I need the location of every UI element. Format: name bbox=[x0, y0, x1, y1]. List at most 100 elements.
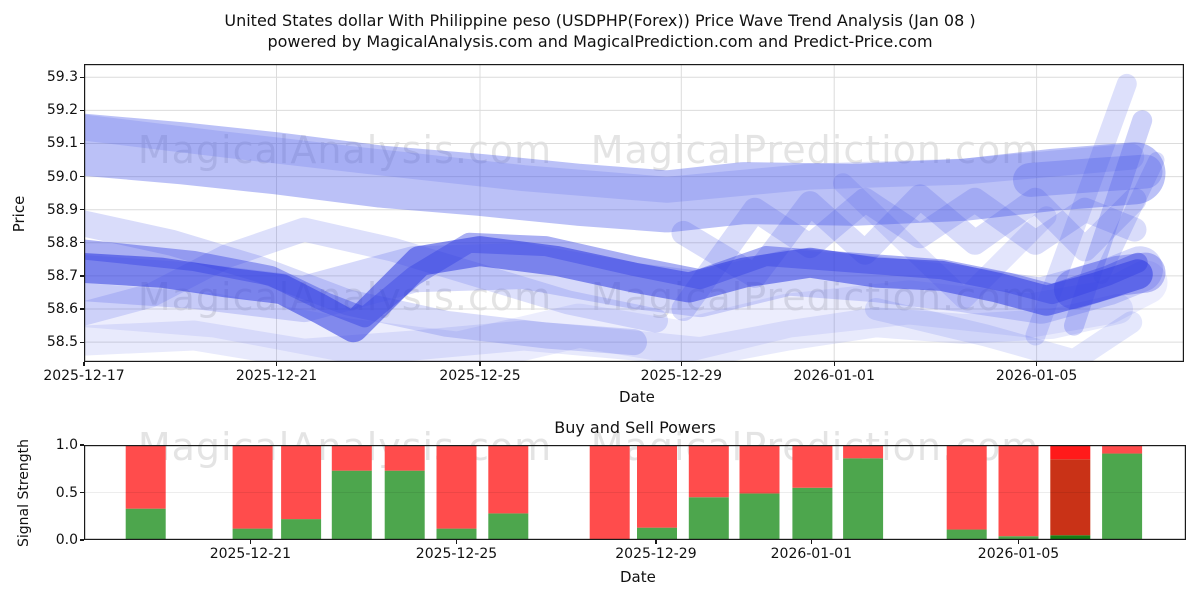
sell-power-bar-segment bbox=[331, 445, 372, 471]
power-x-tick-label: 2025-12-25 bbox=[415, 546, 498, 562]
price-x-tick-label: 2025-12-25 bbox=[439, 368, 521, 384]
power-x-tick-label: 2025-12-21 bbox=[209, 546, 292, 562]
power-y-tick bbox=[80, 444, 84, 446]
sell-power-bar-segment bbox=[739, 445, 780, 494]
sell-power-bar-segment bbox=[843, 445, 884, 459]
sell-power-bar-segment bbox=[1050, 445, 1091, 460]
price-x-tick-label: 2026-01-05 bbox=[995, 368, 1078, 384]
chart-title: United States dollar With Philippine pes… bbox=[0, 10, 1200, 52]
price-y-tick-label: 59.1 bbox=[46, 135, 78, 152]
sell-power-bar-segment bbox=[384, 445, 425, 471]
buy-power-bar-segment bbox=[1050, 535, 1091, 540]
price-y-tick-label: 58.9 bbox=[46, 201, 78, 218]
chart-title-line1: United States dollar With Philippine pes… bbox=[224, 11, 976, 30]
buy-power-bar-segment bbox=[843, 458, 884, 540]
power-chart-title: Buy and Sell Powers bbox=[554, 418, 716, 437]
buy-power-bar-segment bbox=[125, 508, 166, 540]
price-x-tick bbox=[275, 362, 278, 366]
price-wave-band bbox=[833, 173, 1057, 310]
power-y-tick bbox=[80, 491, 84, 494]
sell-power-bar-segment bbox=[1050, 459, 1091, 536]
buy-power-bar-segment bbox=[739, 493, 780, 540]
power-x-tick-label: 2025-12-29 bbox=[615, 546, 697, 562]
sell-power-bar-segment bbox=[998, 445, 1039, 537]
sell-power-bar-segment bbox=[1102, 445, 1143, 454]
price-wave-band bbox=[84, 236, 1153, 343]
power-x-tick bbox=[810, 540, 813, 544]
sell-power-bar-segment bbox=[436, 445, 477, 529]
buy-power-bar-segment bbox=[637, 527, 677, 540]
buy-power-bar-segment bbox=[331, 470, 372, 540]
price-wave-band bbox=[671, 184, 1147, 288]
sell-power-bar-segment bbox=[946, 445, 987, 530]
power-y-tick bbox=[80, 539, 84, 541]
price-wave-band bbox=[84, 217, 668, 333]
price-x-tick-label: 2026-01-01 bbox=[793, 368, 875, 384]
buy-power-bar-segment bbox=[998, 536, 1039, 540]
buy-sell-powers-chart bbox=[84, 445, 1186, 540]
price-y-tick bbox=[80, 76, 84, 78]
price-wave-chart bbox=[84, 64, 1184, 362]
power-y-tick-label: 0.5 bbox=[55, 484, 78, 501]
price-x-axis-label: Date bbox=[619, 388, 655, 406]
price-wave-band bbox=[671, 187, 1147, 321]
price-y-tick-label: 59.0 bbox=[46, 168, 78, 185]
watermark-text: MagicalPrediction.com bbox=[590, 128, 1040, 172]
price-y-tick bbox=[80, 341, 84, 343]
price-y-tick-label: 58.6 bbox=[46, 301, 78, 318]
price-wave-band bbox=[1054, 252, 1166, 310]
price-y-tick bbox=[80, 209, 84, 211]
price-wave-band bbox=[865, 298, 1143, 362]
power-x-tick-label: 2026-01-01 bbox=[770, 546, 852, 562]
price-wave-band bbox=[84, 210, 647, 356]
price-x-tick bbox=[83, 362, 85, 366]
price-y-tick bbox=[80, 275, 84, 277]
price-y-tick-label: 58.5 bbox=[46, 334, 78, 351]
watermark-text: MagicalAnalysis.com bbox=[137, 128, 553, 172]
price-wave-band bbox=[1064, 110, 1153, 336]
sell-power-bar-segment bbox=[792, 445, 833, 488]
price-x-tick bbox=[1036, 362, 1038, 366]
price-wave-band bbox=[1025, 73, 1137, 346]
buy-power-bar-segment bbox=[232, 528, 273, 540]
power-x-tick bbox=[455, 540, 458, 544]
buy-power-bar-segment bbox=[1102, 453, 1143, 540]
buy-power-bar-segment bbox=[792, 487, 833, 540]
price-wave-band bbox=[1013, 154, 1163, 197]
price-x-tick bbox=[479, 362, 481, 366]
sell-power-bar-segment bbox=[232, 445, 273, 529]
price-x-tick-label: 2025-12-21 bbox=[235, 368, 318, 384]
price-wave-band bbox=[84, 294, 1133, 362]
chart-title-line2: powered by MagicalAnalysis.com and Magic… bbox=[267, 32, 933, 51]
price-x-tick bbox=[680, 362, 682, 366]
sell-power-bar-segment bbox=[488, 445, 529, 514]
power-x-tick bbox=[655, 540, 657, 544]
buy-power-bar-segment bbox=[488, 513, 529, 540]
power-x-tick bbox=[1017, 540, 1020, 544]
price-y-tick bbox=[80, 242, 84, 244]
sell-power-bar-segment bbox=[637, 445, 677, 528]
price-wave-band bbox=[84, 114, 1145, 203]
price-y-tick-label: 59.3 bbox=[46, 69, 78, 86]
price-y-tick-label: 58.7 bbox=[46, 267, 78, 284]
sell-power-bar-segment bbox=[125, 445, 166, 509]
buy-power-bar-segment bbox=[384, 470, 425, 540]
price-y-tick bbox=[80, 175, 84, 178]
power-x-tick bbox=[249, 540, 252, 544]
price-x-tick-label: 2025-12-17 bbox=[43, 368, 125, 384]
price-wave-band bbox=[84, 232, 1148, 328]
price-y-tick-label: 58.8 bbox=[46, 234, 78, 251]
power-x-tick-label: 2026-01-05 bbox=[977, 546, 1060, 562]
sell-power-bar-segment bbox=[589, 445, 630, 540]
sell-power-bar-segment bbox=[688, 445, 729, 498]
buy-power-bar-segment bbox=[281, 519, 322, 540]
sell-power-bar-segment bbox=[281, 445, 322, 520]
price-x-tick bbox=[833, 362, 835, 366]
power-y-tick-label: 0.0 bbox=[55, 532, 78, 548]
power-y-tick-label: 1.0 bbox=[55, 437, 78, 453]
price-wave-band bbox=[1093, 152, 1165, 284]
price-y-axis-label: Price bbox=[10, 195, 28, 233]
price-wave-band bbox=[84, 243, 1163, 324]
power-y-axis-label: Signal Strength bbox=[16, 439, 32, 548]
